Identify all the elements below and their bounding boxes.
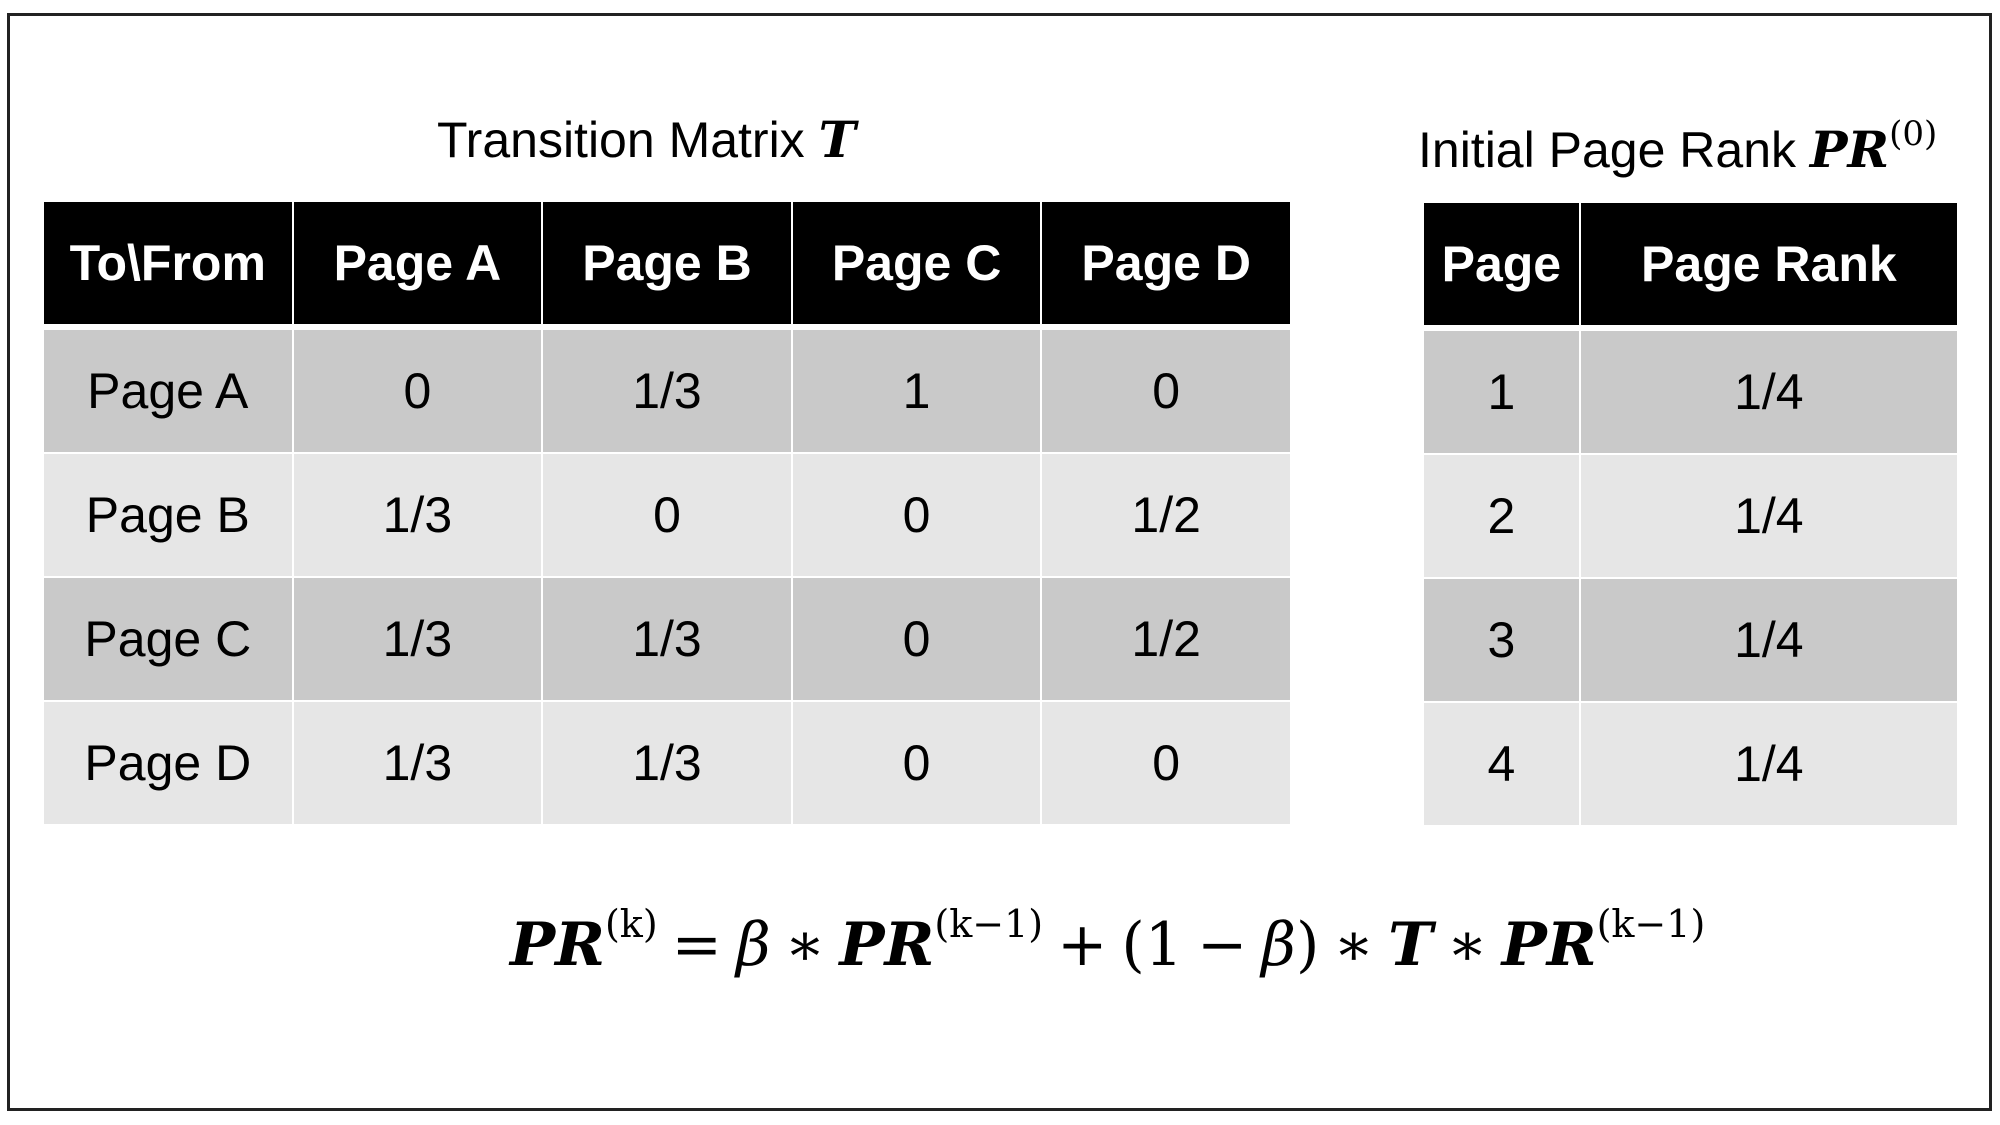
table-row: 2 1/4 [1422, 453, 1960, 579]
row-label: Page C [42, 576, 294, 702]
formula-minus: − [1196, 910, 1248, 980]
page-rank-cell: 1/4 [1578, 453, 1960, 579]
initial-page-rank-title: Initial Page Rank PR(0) [1418, 117, 1937, 175]
table-row: 1 1/4 [1422, 327, 1960, 455]
table-cell: 1/3 [291, 700, 544, 826]
header-page-b: Page B [541, 200, 793, 330]
page-rank-cell: 1/4 [1578, 701, 1960, 827]
table-row: Page A 0 1/3 1 0 [42, 326, 1292, 454]
transition-title-symbol: T [818, 110, 856, 169]
table-cell: 0 [790, 452, 1043, 578]
page-rank-formula: PR(k) = β ∗ PR(k−1) + (1− β) ∗ T ∗ PR(k−1) [510, 905, 1705, 975]
table-cell: 0 [541, 452, 793, 578]
page-number-cell: 3 [1422, 577, 1581, 703]
formula-paren-close: ) [1295, 910, 1320, 980]
formula-pr: PR [510, 910, 605, 980]
rank-header-row: Page Page Rank [1422, 201, 1960, 331]
table-cell: 1/2 [1040, 452, 1292, 578]
formula-star: ∗ [1333, 910, 1375, 980]
table-cell: 1/3 [541, 576, 793, 702]
header-page-c: Page C [790, 200, 1043, 330]
rank-title-superscript: (0) [1889, 114, 1938, 154]
table-row: Page C 1/3 1/3 0 1/2 [42, 576, 1292, 702]
table-cell: 1/3 [291, 576, 544, 702]
formula-sup-k-minus-1: (k−1) [1596, 902, 1706, 946]
row-label: Page B [42, 452, 294, 578]
table-cell: 0 [291, 326, 544, 454]
table-cell: 1/2 [1040, 576, 1292, 702]
formula-sup-k-minus-1: (k−1) [934, 902, 1044, 946]
formula-star: ∗ [1446, 910, 1488, 980]
table-row: Page B 1/3 0 0 1/2 [42, 452, 1292, 578]
row-label: Page A [42, 326, 294, 454]
formula-beta: β [735, 910, 771, 980]
row-label: Page D [42, 700, 294, 826]
table-cell: 1/3 [291, 452, 544, 578]
transition-title-text: Transition Matrix [437, 112, 819, 168]
transition-header-row: To\From Page A Page B Page C Page D [42, 200, 1292, 330]
table-cell: 0 [790, 700, 1043, 826]
formula-plus: + [1057, 910, 1108, 980]
table-cell: 1/3 [541, 326, 793, 454]
table-row: Page D 1/3 1/3 0 0 [42, 700, 1292, 826]
page-number-cell: 1 [1422, 327, 1581, 455]
formula-t: T [1388, 910, 1433, 980]
transition-matrix-table: To\From Page A Page B Page C Page D Page… [42, 200, 1292, 826]
rank-title-symbol: PR [1809, 120, 1890, 179]
table-cell: 1 [790, 326, 1043, 454]
page-number-cell: 2 [1422, 453, 1581, 579]
formula-pr: PR [839, 910, 935, 980]
page-rank-cell: 1/4 [1578, 577, 1960, 703]
header-page: Page [1422, 201, 1581, 331]
table-row: 3 1/4 [1422, 577, 1960, 703]
rank-title-text: Initial Page Rank [1418, 122, 1810, 178]
formula-paren-open: (1 [1121, 910, 1183, 980]
table-cell: 0 [1040, 700, 1292, 826]
table-cell: 0 [790, 576, 1043, 702]
formula-star: ∗ [784, 910, 826, 980]
header-page-rank: Page Rank [1578, 201, 1960, 331]
page-rank-cell: 1/4 [1578, 327, 1960, 455]
transition-matrix-title: Transition Matrix T [437, 112, 856, 168]
formula-equals: = [671, 910, 722, 980]
formula-beta: β [1261, 910, 1296, 980]
header-to-from: To\From [42, 200, 294, 330]
slide-frame [7, 13, 1992, 1111]
initial-page-rank-table: Page Page Rank 1 1/4 2 1/4 3 1/4 4 1/4 [1422, 201, 1960, 827]
table-cell: 1/3 [541, 700, 793, 826]
header-page-d: Page D [1040, 200, 1292, 330]
table-row: 4 1/4 [1422, 701, 1960, 827]
page-number-cell: 4 [1422, 701, 1581, 827]
header-page-a: Page A [291, 200, 544, 330]
table-cell: 0 [1040, 326, 1292, 454]
formula-pr: PR [1501, 910, 1597, 980]
formula-sup-k: (k) [604, 902, 658, 946]
